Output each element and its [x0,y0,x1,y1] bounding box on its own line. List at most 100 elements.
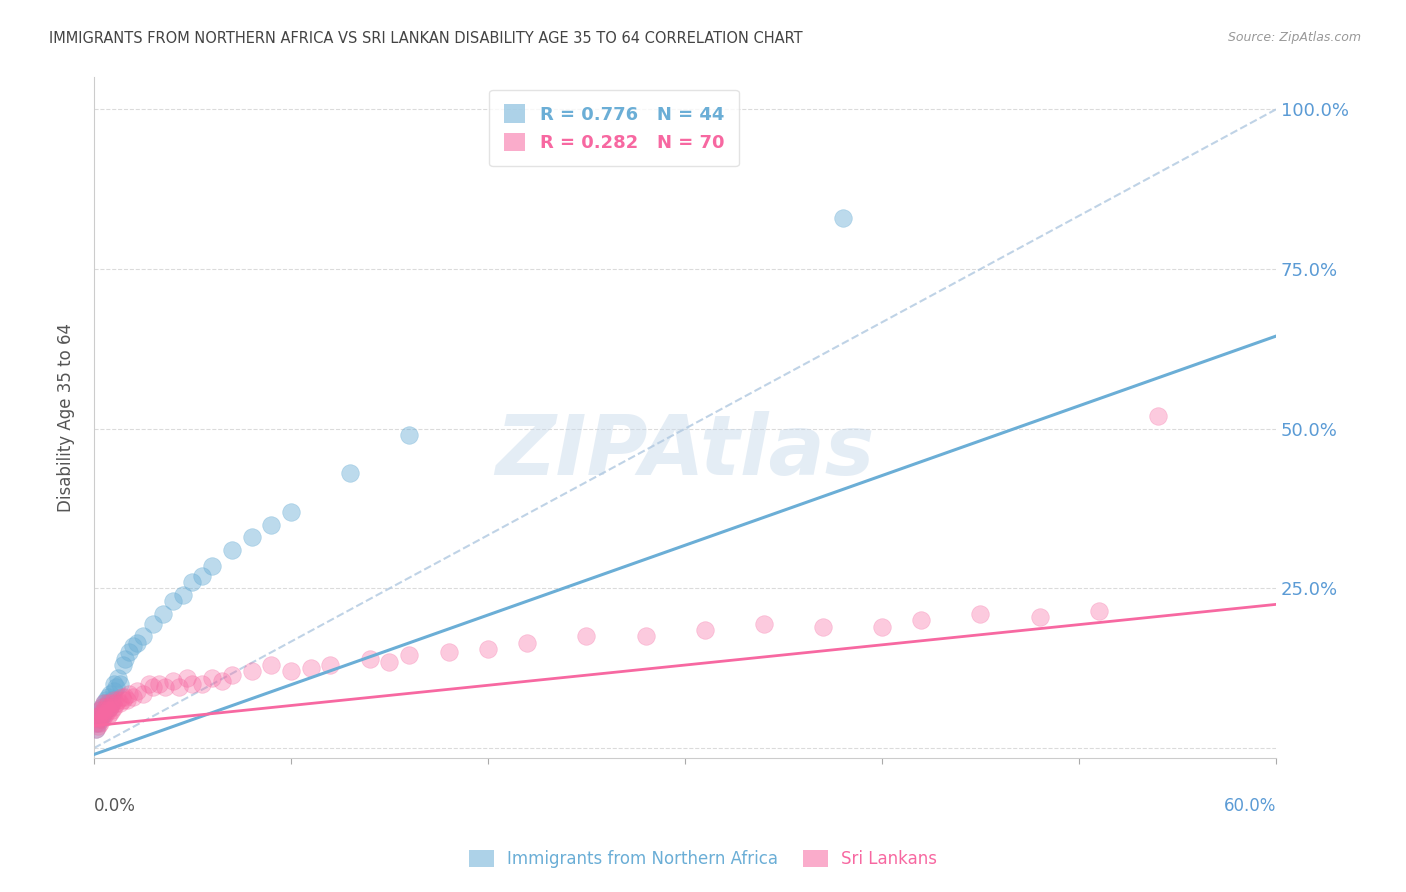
Point [97,697,120,711]
Point [107,671,129,685]
Point [138,677,160,691]
Point [107,693,129,707]
Point [93,697,115,711]
Point [167,681,190,695]
Point [1087,604,1109,618]
Point [693,623,716,637]
Point [112,658,135,673]
Point [153,681,176,695]
Point [90,709,112,723]
Point [84,722,107,736]
Point [132,629,155,643]
Point [90,712,112,726]
Point [89,709,111,723]
Point [117,693,139,707]
Point [98,699,121,714]
Point [516,636,538,650]
Point [93,703,115,717]
Point [114,690,136,704]
Point [84,715,107,730]
Y-axis label: Disability Age 35 to 64: Disability Age 35 to 64 [58,323,75,512]
Point [87,715,110,730]
Point [100,693,122,707]
Point [752,616,775,631]
Point [108,697,131,711]
Point [162,673,184,688]
Point [398,428,420,442]
Point [93,709,115,723]
Point [359,651,381,665]
Point [127,683,149,698]
Point [98,699,121,714]
Point [299,661,322,675]
Text: ZIPAtlas: ZIPAtlas [495,411,875,492]
Point [811,620,834,634]
Point [142,616,165,631]
Legend: R = 0.776   N = 44, R = 0.282   N = 70: R = 0.776 N = 44, R = 0.282 N = 70 [489,90,738,167]
Point [142,681,165,695]
Point [94,693,117,707]
Point [437,645,460,659]
Point [191,568,214,582]
Point [89,715,111,730]
Point [94,703,117,717]
Point [969,607,991,621]
Point [176,671,198,685]
Point [87,709,110,723]
Point [910,613,932,627]
Point [260,517,283,532]
Point [240,665,263,679]
Point [211,673,233,688]
Point [870,620,893,634]
Point [181,574,204,589]
Point [104,697,127,711]
Point [201,559,224,574]
Point [319,658,342,673]
Point [84,722,107,736]
Point [84,715,107,730]
Point [98,706,121,720]
Point [122,690,145,704]
Point [93,697,115,711]
Point [97,697,120,711]
Point [148,677,170,691]
Point [89,706,111,720]
Point [122,639,145,653]
Point [103,699,125,714]
Point [240,530,263,544]
Point [89,712,111,726]
Point [398,648,420,663]
Point [89,703,111,717]
Point [103,683,125,698]
Point [90,699,112,714]
Point [181,677,204,691]
Point [104,681,127,695]
Point [118,645,141,659]
Point [831,211,853,225]
Point [89,703,111,717]
Point [100,697,122,711]
Point [118,687,141,701]
Point [575,629,598,643]
Point [280,505,302,519]
Point [87,709,110,723]
Text: Source: ZipAtlas.com: Source: ZipAtlas.com [1227,31,1361,45]
Point [280,665,302,679]
Text: 60.0%: 60.0% [1223,797,1277,814]
Point [108,677,131,691]
Point [110,690,132,704]
Point [172,588,194,602]
Point [634,629,657,643]
Point [93,706,115,720]
Point [221,667,243,681]
Point [97,709,120,723]
Point [103,677,125,691]
Point [93,703,115,717]
Point [98,687,121,701]
Point [97,690,120,704]
Point [103,693,125,707]
Point [162,594,184,608]
Point [132,687,155,701]
Point [94,699,117,714]
Point [152,607,174,621]
